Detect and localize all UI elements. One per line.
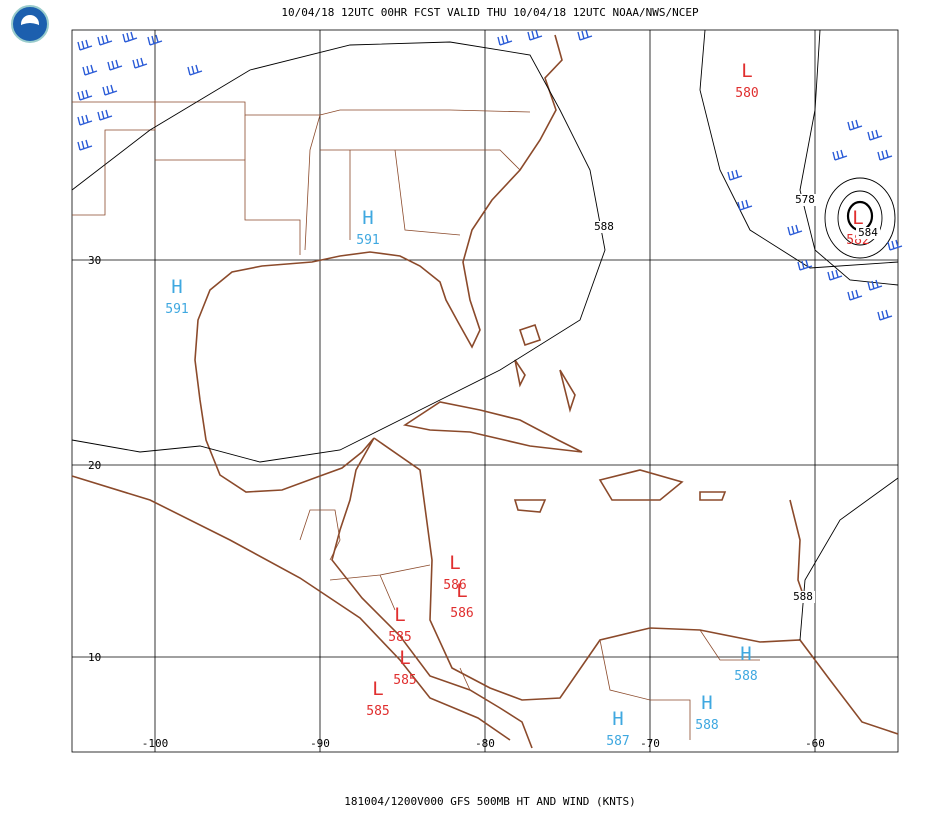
lon-label: -70 [640, 737, 660, 750]
center-letter: H [362, 207, 373, 229]
wind-barb [797, 259, 813, 271]
wind-barb [497, 34, 513, 46]
center-value: 591 [165, 302, 188, 317]
wind-barb [847, 119, 863, 131]
center-letter: L [852, 207, 863, 229]
lon-label: -90 [310, 737, 330, 750]
center-letter: H [171, 276, 182, 298]
center-value: 585 [393, 673, 416, 688]
lon-label: -100 [142, 737, 169, 750]
center-letter: L [456, 580, 467, 602]
wind-barb [77, 139, 93, 151]
caption: 181004/1200V000 GFS 500MB HT AND WIND (K… [344, 795, 635, 808]
wind-barb [877, 149, 893, 161]
center-value: 587 [606, 734, 629, 749]
wind-barb [827, 269, 843, 281]
wind-barb [132, 57, 148, 69]
center-letter: H [740, 643, 751, 665]
wind-barb [877, 309, 893, 321]
lat-label: 10 [88, 651, 101, 664]
wind-barb [97, 34, 113, 46]
contour-label-bg [793, 194, 817, 206]
contour-label-bg [592, 221, 616, 233]
wind-barb [527, 29, 543, 41]
wind-barb [122, 31, 138, 43]
center-letter: L [449, 552, 460, 574]
lat-label: 20 [88, 459, 101, 472]
wind-barb [147, 34, 163, 46]
wind-barb [77, 114, 93, 126]
center-value: 586 [443, 578, 466, 593]
center-letter: L [372, 678, 383, 700]
center-letter: H [612, 708, 623, 730]
wind-barb [107, 59, 123, 71]
wind-barb [887, 239, 903, 251]
borders [72, 100, 760, 740]
wind-barb [867, 129, 883, 141]
wind-barb [187, 64, 203, 76]
contour-label: 584 [858, 226, 878, 239]
wind-barb [787, 224, 803, 236]
wind-barb [77, 39, 93, 51]
graticule: -100 -90 -80 -70 -60 30 20 10 [71, 29, 899, 753]
wind-barb [82, 64, 98, 76]
contour-label: 588 [793, 590, 813, 603]
lon-label: -80 [475, 737, 495, 750]
wind-barb [737, 199, 753, 211]
lat-label: 30 [88, 254, 101, 267]
title: 10/04/18 12UTC 00HR FCST VALID THU 10/04… [281, 6, 699, 19]
center-letter: H [701, 692, 712, 714]
center-value: 591 [356, 233, 379, 248]
height-contours [71, 29, 899, 641]
center-letter: L [741, 60, 752, 82]
center-value: 585 [388, 630, 411, 645]
center-letter: L [394, 604, 405, 626]
wind-barbs [77, 29, 903, 321]
wind-barb [832, 149, 848, 161]
wind-barb [97, 109, 113, 121]
wind-barb [867, 279, 883, 291]
center-value: 586 [450, 606, 473, 621]
contour-label: 588 [594, 220, 614, 233]
center-letter: L [399, 647, 410, 669]
wind-barb [727, 169, 743, 181]
center-value: 588 [734, 669, 757, 684]
center-value: 585 [366, 704, 389, 719]
wind-barb [77, 89, 93, 101]
contour-label-bg [856, 227, 880, 239]
contour-label-bg [791, 591, 815, 603]
wind-barb [577, 29, 593, 41]
center-value: 580 [735, 86, 758, 101]
wind-barb [102, 84, 118, 96]
wind-barb [847, 289, 863, 301]
noaa-logo [11, 5, 49, 43]
contour-label: 578 [795, 193, 815, 206]
lon-label: -60 [805, 737, 825, 750]
center-value: 588 [695, 718, 718, 733]
